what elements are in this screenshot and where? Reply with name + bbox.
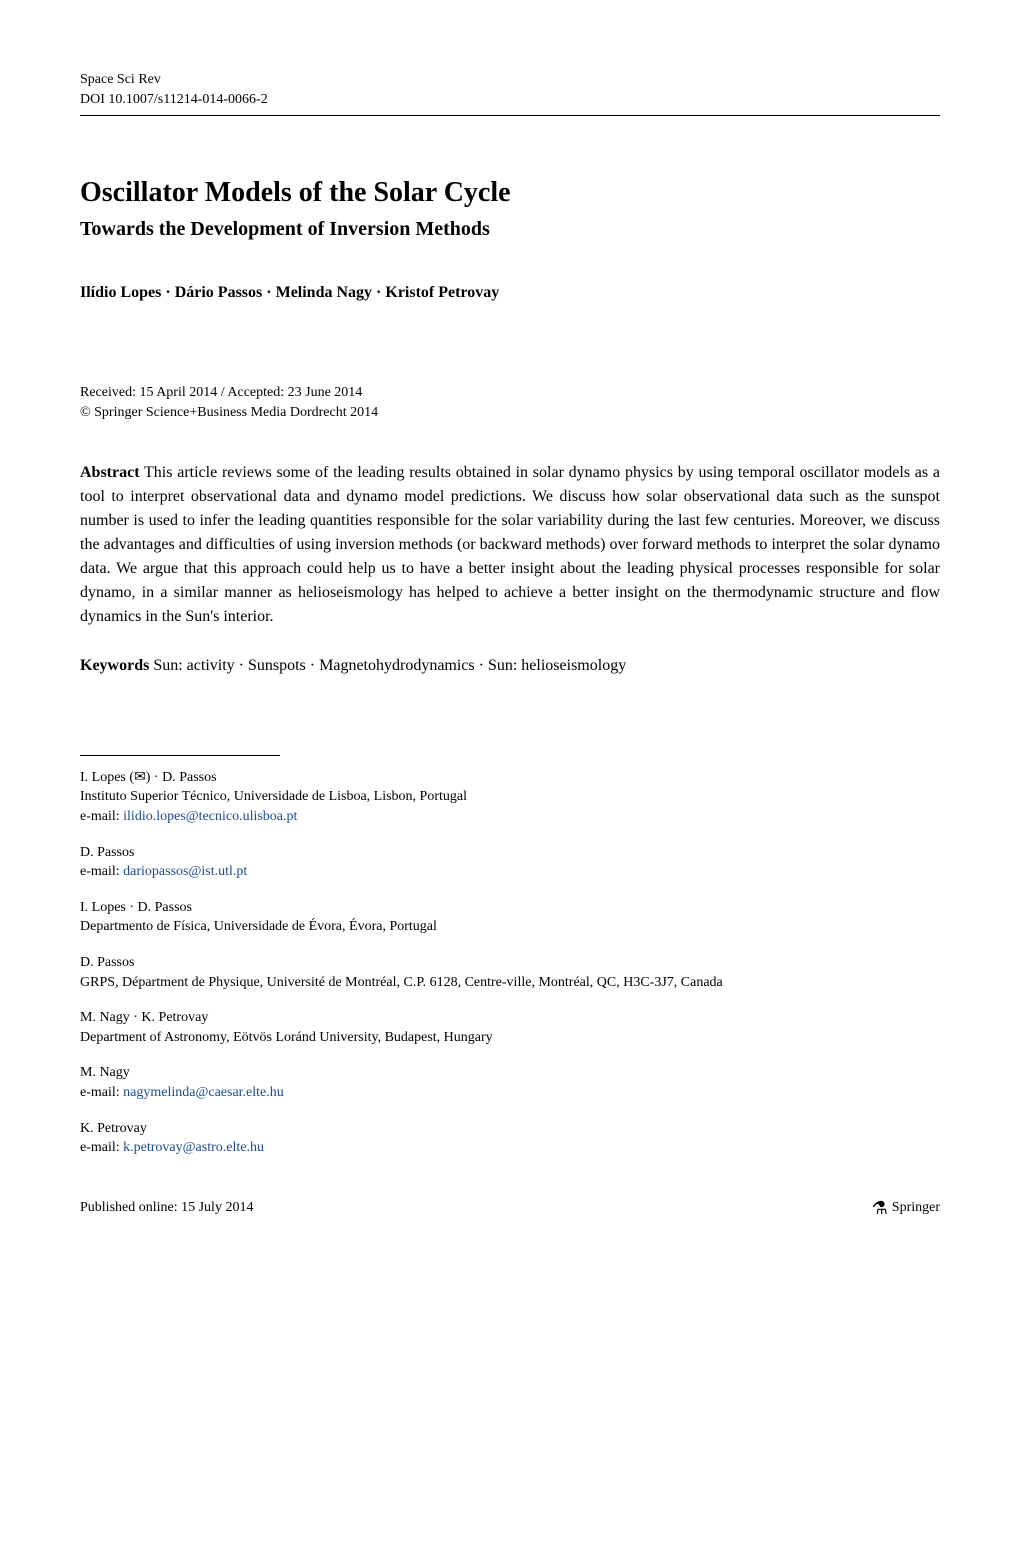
affil-institution: Departmento de Física, Universidade de É…	[80, 917, 940, 937]
affil-institution: GRPS, Départment de Physique, Université…	[80, 973, 940, 993]
page-footer: Published online: 15 July 2014 ⚗ Springe…	[80, 1198, 940, 1219]
affiliation-block-7: K. Petrovay e-mail: k.petrovay@astro.elt…	[80, 1119, 940, 1158]
journal-name: Space Sci Rev	[80, 70, 940, 90]
affil-institution: Department of Astronomy, Eötvös Loránd U…	[80, 1028, 940, 1048]
affiliation-block-2: D. Passos e-mail: dariopassos@ist.utl.pt	[80, 843, 940, 882]
email-link[interactable]: k.petrovay@astro.elte.hu	[123, 1140, 264, 1155]
page-header: Space Sci Rev DOI 10.1007/s11214-014-006…	[80, 70, 940, 116]
article-subtitle: Towards the Development of Inversion Met…	[80, 218, 940, 241]
affiliation-block-6: M. Nagy e-mail: nagymelinda@caesar.elte.…	[80, 1063, 940, 1102]
affil-names: M. Nagy · K. Petrovay	[80, 1008, 940, 1028]
abstract-text: This article reviews some of the leading…	[80, 464, 940, 625]
article-dates: Received: 15 April 2014 / Accepted: 23 J…	[80, 385, 940, 401]
publisher-mark: ⚗ Springer	[872, 1198, 940, 1219]
affil-names: D. Passos	[80, 953, 940, 973]
author-list: Ilídio Lopes · Dário Passos · Melinda Na…	[80, 281, 940, 305]
affiliation-block-5: M. Nagy · K. Petrovay Department of Astr…	[80, 1008, 940, 1047]
affiliation-block-4: D. Passos GRPS, Départment de Physique, …	[80, 953, 940, 992]
keywords-label: Keywords	[80, 657, 149, 674]
abstract-label: Abstract	[80, 464, 140, 481]
affil-names: M. Nagy	[80, 1063, 940, 1083]
affil-names: I. Lopes (✉) · D. Passos	[80, 768, 940, 788]
affil-institution: Instituto Superior Técnico, Universidade…	[80, 787, 940, 807]
affil-names: K. Petrovay	[80, 1119, 940, 1139]
article-title: Oscillator Models of the Solar Cycle	[80, 176, 940, 210]
doi: DOI 10.1007/s11214-014-0066-2	[80, 90, 940, 110]
keywords-text: Sun: activity · Sunspots · Magnetohydrod…	[153, 657, 626, 674]
springer-icon: ⚗	[872, 1198, 888, 1219]
publisher-name: Springer	[892, 1200, 940, 1216]
email-label: e-mail:	[80, 1140, 123, 1155]
email-label: e-mail:	[80, 864, 123, 879]
keywords-line: Keywords Sun: activity · Sunspots · Magn…	[80, 657, 940, 675]
header-divider	[80, 115, 940, 116]
affiliation-block-3: I. Lopes · D. Passos Departmento de Físi…	[80, 898, 940, 937]
email-label: e-mail:	[80, 1085, 123, 1100]
copyright-notice: © Springer Science+Business Media Dordre…	[80, 405, 940, 421]
affiliation-divider	[80, 755, 280, 756]
abstract-paragraph: Abstract This article reviews some of th…	[80, 461, 940, 629]
email-label: e-mail:	[80, 809, 123, 824]
affil-names: D. Passos	[80, 843, 940, 863]
email-link[interactable]: dariopassos@ist.utl.pt	[123, 864, 247, 879]
email-link[interactable]: nagymelinda@caesar.elte.hu	[123, 1085, 284, 1100]
email-link[interactable]: ilidio.lopes@tecnico.ulisboa.pt	[123, 809, 297, 824]
affiliation-block-1: I. Lopes (✉) · D. Passos Instituto Super…	[80, 768, 940, 827]
affil-names: I. Lopes · D. Passos	[80, 898, 940, 918]
published-online: Published online: 15 July 2014	[80, 1200, 253, 1216]
